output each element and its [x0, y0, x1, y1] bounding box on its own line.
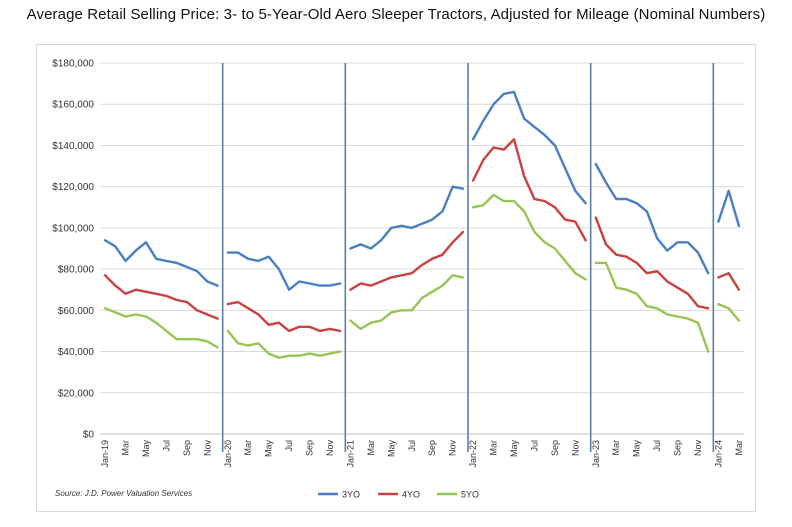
series-line-3YO	[717, 189, 741, 228]
legend: 3YO 4YO 5YO	[318, 490, 479, 500]
y-tick-label: $160,000	[52, 100, 94, 111]
series-line-4YO	[103, 274, 219, 320]
series-line-3YO	[349, 185, 465, 250]
x-tick-label: Jul	[284, 440, 294, 452]
legend-label-3YO: 3YO	[342, 490, 360, 500]
x-tick-label: May	[386, 440, 396, 458]
x-tick-label: Nov	[693, 440, 703, 457]
x-tick-label: Sep	[673, 440, 683, 456]
x-tick-label: Mar	[489, 440, 499, 456]
x-tick-label: May	[141, 440, 151, 458]
series-line-4YO	[717, 272, 741, 291]
series-line-5YO	[226, 329, 342, 359]
y-tick-label: $100,000	[52, 223, 94, 234]
x-tick-label: Jan-21	[345, 440, 355, 468]
x-tick-label: Nov	[202, 440, 212, 457]
y-tick-label: $80,000	[58, 265, 95, 276]
y-tick-label: $120,000	[52, 182, 94, 193]
gridlines	[100, 62, 744, 435]
y-tick-label: $0	[83, 430, 95, 441]
x-tick-label: Sep	[182, 440, 192, 456]
x-tick-label: Sep	[550, 440, 560, 456]
x-tick-label: Jul	[407, 440, 417, 452]
axes: $0 $20,000 $40,000 $60,000 $80,000 $100,000 $1…	[52, 59, 744, 468]
source-note: Source: J.D. Power Valuation Services	[55, 489, 193, 498]
legend-label-5YO: 5YO	[461, 490, 479, 500]
year-dividers	[221, 63, 715, 452]
y-tick-label: $60,000	[58, 306, 95, 317]
x-tick-label: May	[509, 440, 519, 458]
x-tick-label: Jan-22	[468, 440, 478, 468]
series-line-3YO	[226, 251, 342, 291]
x-tick-label: Jul	[652, 440, 662, 452]
x-tick-label: Jul	[161, 440, 171, 452]
x-tick-label: Mar	[121, 440, 131, 456]
series-line-3YO	[594, 162, 710, 275]
series-line-4YO	[594, 216, 710, 310]
series-line-3YO	[471, 90, 587, 205]
series-line-5YO	[103, 307, 219, 349]
series-line-4YO	[349, 230, 465, 291]
series-line-5YO	[717, 302, 741, 322]
series-line-3YO	[103, 239, 219, 287]
x-tick-label: Jan-23	[591, 440, 601, 468]
x-tick-label: Nov	[325, 440, 335, 457]
x-tick-label: Jan-20	[223, 440, 233, 468]
x-tick-label: Jan-19	[100, 440, 110, 468]
legend-label-4YO: 4YO	[402, 490, 420, 500]
x-tick-label: May	[264, 440, 274, 458]
chart-title: Average Retail Selling Price: 3- to 5-Ye…	[26, 6, 766, 23]
y-tick-label: $140,000	[52, 141, 94, 152]
x-tick-label: Sep	[427, 440, 437, 456]
x-tick-label: Mar	[366, 440, 376, 456]
series-line-4YO	[471, 138, 587, 242]
x-tick-label: May	[632, 440, 642, 458]
y-tick-label: $180,000	[52, 59, 94, 70]
x-tick-label: Jan-24	[713, 440, 723, 468]
chart-frame	[36, 44, 756, 512]
x-tick-label: Nov	[570, 440, 580, 457]
series-line-5YO	[349, 274, 465, 331]
y-tick-label: $40,000	[58, 347, 95, 358]
x-tick-label: Mar	[611, 440, 621, 456]
x-tick-label: Jul	[529, 440, 539, 452]
series-line-4YO	[226, 300, 342, 333]
x-tick-label: Nov	[448, 440, 458, 457]
x-tick-label: Sep	[305, 440, 315, 456]
series-line-5YO	[594, 261, 710, 353]
series-lines	[103, 90, 741, 359]
y-tick-label: $20,000	[58, 388, 95, 399]
x-tick-label: Mar	[734, 440, 744, 456]
series-line-5YO	[471, 193, 587, 281]
x-tick-label: Mar	[243, 440, 253, 456]
